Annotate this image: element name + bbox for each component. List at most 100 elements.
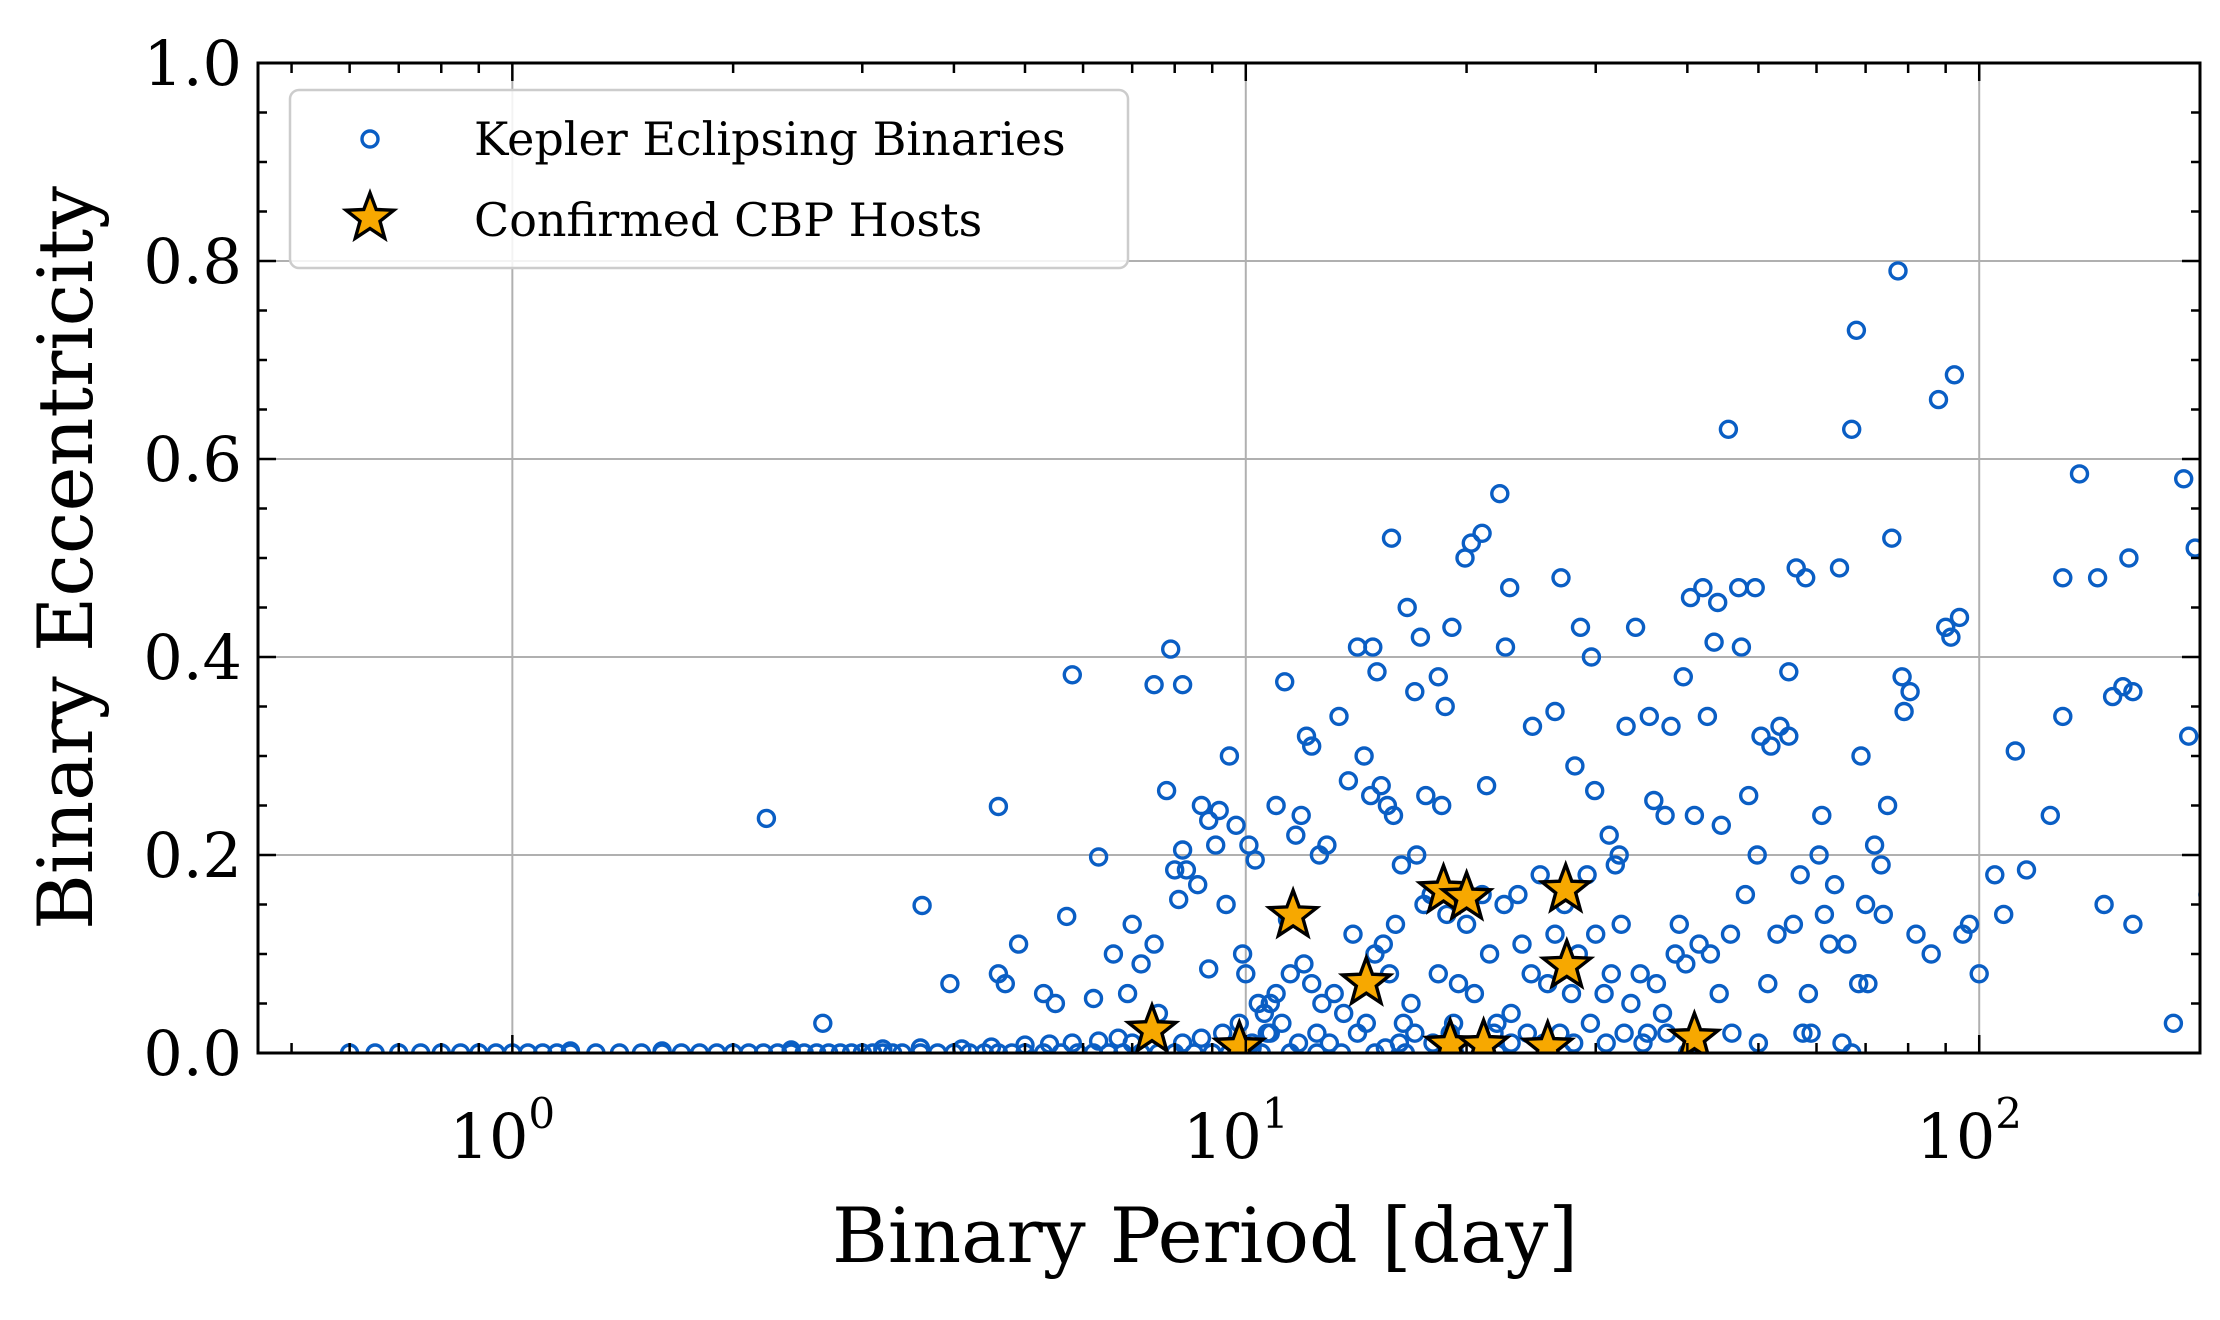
ebin-point	[1401, 993, 1421, 1014]
ebin-point	[1062, 1033, 1083, 1053]
ebin-point	[1373, 934, 1394, 954]
ebin-point	[1191, 1028, 1212, 1048]
ebin-point	[2102, 686, 2123, 707]
x-tick-label: 102	[1916, 1089, 2022, 1173]
y-axis-title: Binary Eccentricity	[21, 186, 110, 930]
ebin-point	[2040, 805, 2061, 826]
ebin-point	[1758, 974, 1778, 994]
ebin-point	[2123, 914, 2143, 934]
ebin-point	[1160, 639, 1181, 659]
ebin-point	[756, 808, 777, 829]
ebin-point	[1464, 983, 1485, 1004]
ebin-point	[1697, 706, 1718, 727]
ebin-point	[1286, 825, 1306, 845]
x-tick-label: 100	[450, 1089, 556, 1173]
ebin-point	[1319, 1033, 1340, 1053]
ebin-point	[1625, 617, 1646, 637]
ebin-point	[1693, 578, 1713, 598]
ebin-point	[1405, 682, 1425, 702]
ebin-point	[1704, 632, 1724, 652]
ebin-point	[1652, 1003, 1673, 1024]
ebin-point	[1605, 855, 1626, 875]
ebin-point	[586, 1043, 606, 1053]
ebin-point	[981, 1037, 1002, 1053]
ebin-point	[1646, 974, 1667, 994]
ebin-point	[1033, 1043, 1054, 1053]
ebin-point	[1846, 320, 1867, 340]
ebin-point	[365, 1043, 385, 1053]
ebin-point	[1761, 736, 1781, 756]
ebin-point	[1365, 1043, 1385, 1053]
ebin-point	[1431, 795, 1452, 816]
ebin-point	[1676, 954, 1696, 974]
ebin-point	[794, 1043, 814, 1053]
ebin-point	[1360, 785, 1381, 806]
ebin-point	[1501, 1033, 1521, 1053]
ebin-point	[1198, 810, 1219, 831]
ebin-point	[1397, 597, 1417, 618]
y-tick-label: 1.0	[143, 27, 242, 100]
ebin-point	[1172, 840, 1193, 860]
ebin-point	[1391, 855, 1412, 875]
ebin-point	[1088, 1031, 1109, 1051]
ebin-point	[1083, 988, 1104, 1009]
legend-ebin-marker	[360, 129, 380, 149]
ebin-point	[1245, 850, 1265, 870]
ebin-point	[1383, 805, 1404, 826]
ebin-point	[1993, 904, 2014, 925]
ebin-point	[1580, 1013, 1601, 1033]
ebin-point	[1689, 934, 1709, 954]
ebin-point	[1226, 815, 1246, 835]
ebin-point	[1301, 974, 1322, 994]
cbp-host-star	[1210, 1017, 1268, 1053]
ebin-point	[1551, 568, 1571, 588]
ebin-point	[1033, 983, 1054, 1004]
ebin-point	[1410, 627, 1431, 647]
ebin-point	[995, 974, 1015, 994]
ebin-point	[1301, 736, 1322, 756]
ebin-point	[1829, 558, 1850, 578]
ebin-point	[1187, 875, 1208, 895]
ebin-point	[1122, 914, 1142, 934]
ebin-point	[689, 1043, 710, 1053]
ebin-point	[652, 1041, 672, 1053]
x-tick-exponent: 0	[528, 1089, 555, 1138]
ebin-point	[1272, 1013, 1292, 1033]
ebin-point	[1232, 944, 1253, 964]
ebin-point	[1906, 924, 1926, 944]
ebin-point	[1561, 983, 1582, 1004]
ebin-point	[1709, 983, 1729, 1004]
ebin-point	[1257, 1023, 1278, 1043]
ebin-point	[1953, 924, 1973, 944]
ebin-point	[940, 974, 960, 994]
ebin-point	[1191, 795, 1212, 816]
ebin-point	[873, 1043, 893, 1053]
ebin-point	[1661, 716, 1681, 736]
ebin-point	[1795, 568, 1816, 588]
ebin-point	[863, 1043, 883, 1053]
y-tick-label: 0.8	[143, 225, 242, 298]
x-tick-base: 10	[1916, 1100, 1995, 1173]
ebin-point	[1855, 894, 1876, 915]
ebin-point	[1062, 665, 1083, 685]
y-tick-label: 0.4	[143, 621, 242, 694]
ebin-point	[1848, 974, 1869, 994]
ebin-point	[1176, 860, 1197, 880]
ebin-point	[2016, 860, 2037, 880]
ebin-point	[1198, 959, 1219, 979]
ebin-point	[1280, 964, 1301, 984]
ebin-point	[1266, 795, 1286, 816]
ebin-point	[1205, 835, 1226, 855]
ebin-point	[2053, 706, 2073, 727]
ebin-point	[1296, 726, 1317, 746]
ebin-point	[1331, 1043, 1352, 1053]
ebin-point	[1747, 845, 1767, 865]
ebin-point	[1288, 1033, 1309, 1053]
ebin-point	[1428, 964, 1449, 984]
ebin-point	[1783, 914, 1804, 934]
y-tick-label: 0.0	[143, 1017, 242, 1090]
x-tick-base: 10	[450, 1100, 529, 1173]
ebin-point	[1779, 726, 1799, 746]
ebin-point	[1798, 983, 1819, 1004]
